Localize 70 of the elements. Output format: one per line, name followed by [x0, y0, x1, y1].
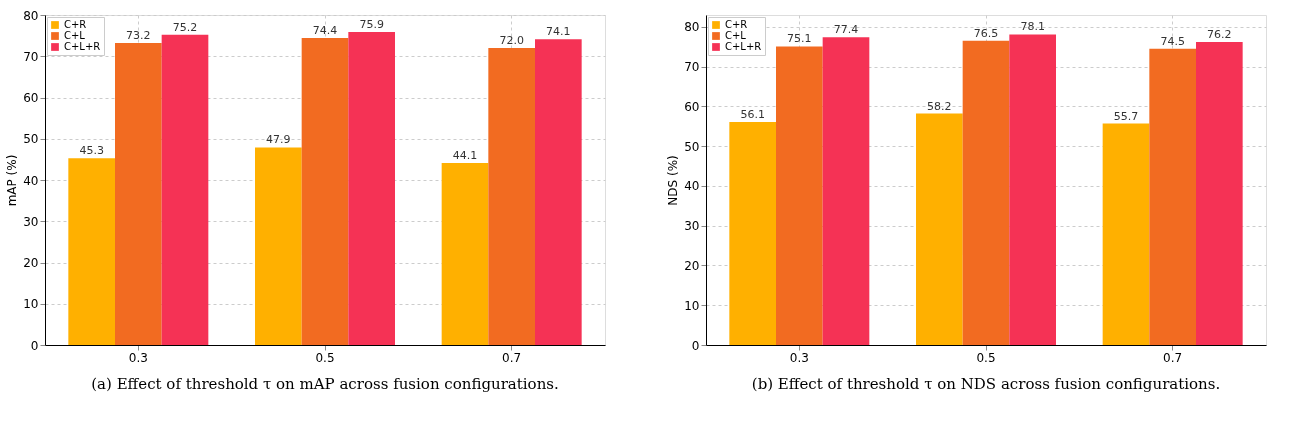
- x-tick-label: 0.5: [976, 350, 996, 365]
- bar: [161, 34, 209, 345]
- data-label: 45.3: [79, 144, 104, 158]
- data-label: 58.2: [927, 99, 952, 113]
- legend-label: C+R: [64, 19, 87, 30]
- data-label: 73.2: [126, 29, 151, 43]
- y-tick-label: 20: [23, 256, 39, 270]
- text: (a) Effect of threshold τ on mAP across fusion configurations.: [91, 375, 559, 393]
- bar: [115, 43, 162, 345]
- bar: [1102, 123, 1150, 345]
- data-label: 74.5: [1160, 34, 1185, 48]
- y-axis-title: mAP (%): [5, 154, 20, 207]
- legend-label: C+L: [64, 30, 86, 41]
- bar: [962, 40, 1010, 345]
- legend-label: C+R: [725, 19, 748, 30]
- data-label: 76.5: [973, 26, 999, 40]
- y-tick-label: 40: [684, 179, 700, 194]
- x-tick-label: 0.3: [789, 350, 809, 365]
- bar: [776, 46, 823, 345]
- y-tick-label: 60: [23, 91, 39, 105]
- legend-label: C+L+R: [64, 41, 101, 52]
- y-tick-label: 80: [684, 20, 700, 35]
- y-tick-label: 50: [23, 132, 39, 147]
- data-label: 76.2: [1207, 28, 1232, 42]
- data-label: 75.1: [787, 32, 812, 46]
- bar: [729, 121, 776, 345]
- x-tick-label: 0.7: [502, 350, 522, 365]
- y-tick-label: 30: [684, 219, 700, 234]
- x-tick-label: 0.5: [315, 350, 335, 365]
- bar: [301, 38, 349, 345]
- y-tick-label: 70: [23, 49, 39, 64]
- x-tick-label: 0.3: [128, 350, 148, 365]
- y-tick-label: 40: [23, 173, 39, 188]
- data-label: 78.1: [1020, 20, 1045, 34]
- bar: [916, 113, 963, 345]
- data-label: 74.1: [546, 25, 571, 39]
- data-label: 74.4: [312, 24, 338, 38]
- y-tick-label: 80: [23, 8, 39, 23]
- bar: [822, 37, 870, 345]
- data-label: 75.2: [172, 20, 198, 34]
- bar: [68, 158, 115, 345]
- y-tick-label: 0: [691, 338, 700, 353]
- data-label: 47.9: [266, 133, 291, 147]
- bar: [255, 147, 302, 345]
- y-tick-label: 0: [30, 338, 39, 353]
- legend-label: C+L+R: [725, 41, 762, 52]
- bar: [488, 48, 535, 345]
- bar: [348, 31, 395, 345]
- y-tick-label: 10: [684, 298, 700, 313]
- bar: [1009, 34, 1056, 345]
- y-tick-label: 50: [684, 139, 700, 154]
- text: (b) Effect of threshold τ on NDS across fusion configurations.: [751, 375, 1221, 393]
- data-label: 77.4: [833, 23, 859, 37]
- data-label: 56.1: [740, 107, 765, 121]
- y-tick-label: 30: [23, 214, 39, 229]
- y-tick-label: 10: [23, 297, 39, 312]
- y-axis-title: NDS (%): [666, 155, 681, 206]
- bar: [441, 163, 489, 345]
- data-label: 44.1: [452, 149, 478, 163]
- data-label: 75.9: [359, 17, 384, 31]
- legend-label: C+L: [725, 30, 747, 41]
- bar: [535, 39, 582, 345]
- y-tick-label: 60: [684, 99, 700, 114]
- bar: [1149, 48, 1196, 345]
- bar: [1196, 42, 1243, 345]
- data-label: 55.7: [1113, 109, 1139, 123]
- y-tick-label: 20: [684, 258, 700, 273]
- x-tick-label: 0.7: [1163, 350, 1183, 365]
- data-label: 72.0: [499, 34, 524, 47]
- y-tick-label: 70: [684, 60, 700, 75]
